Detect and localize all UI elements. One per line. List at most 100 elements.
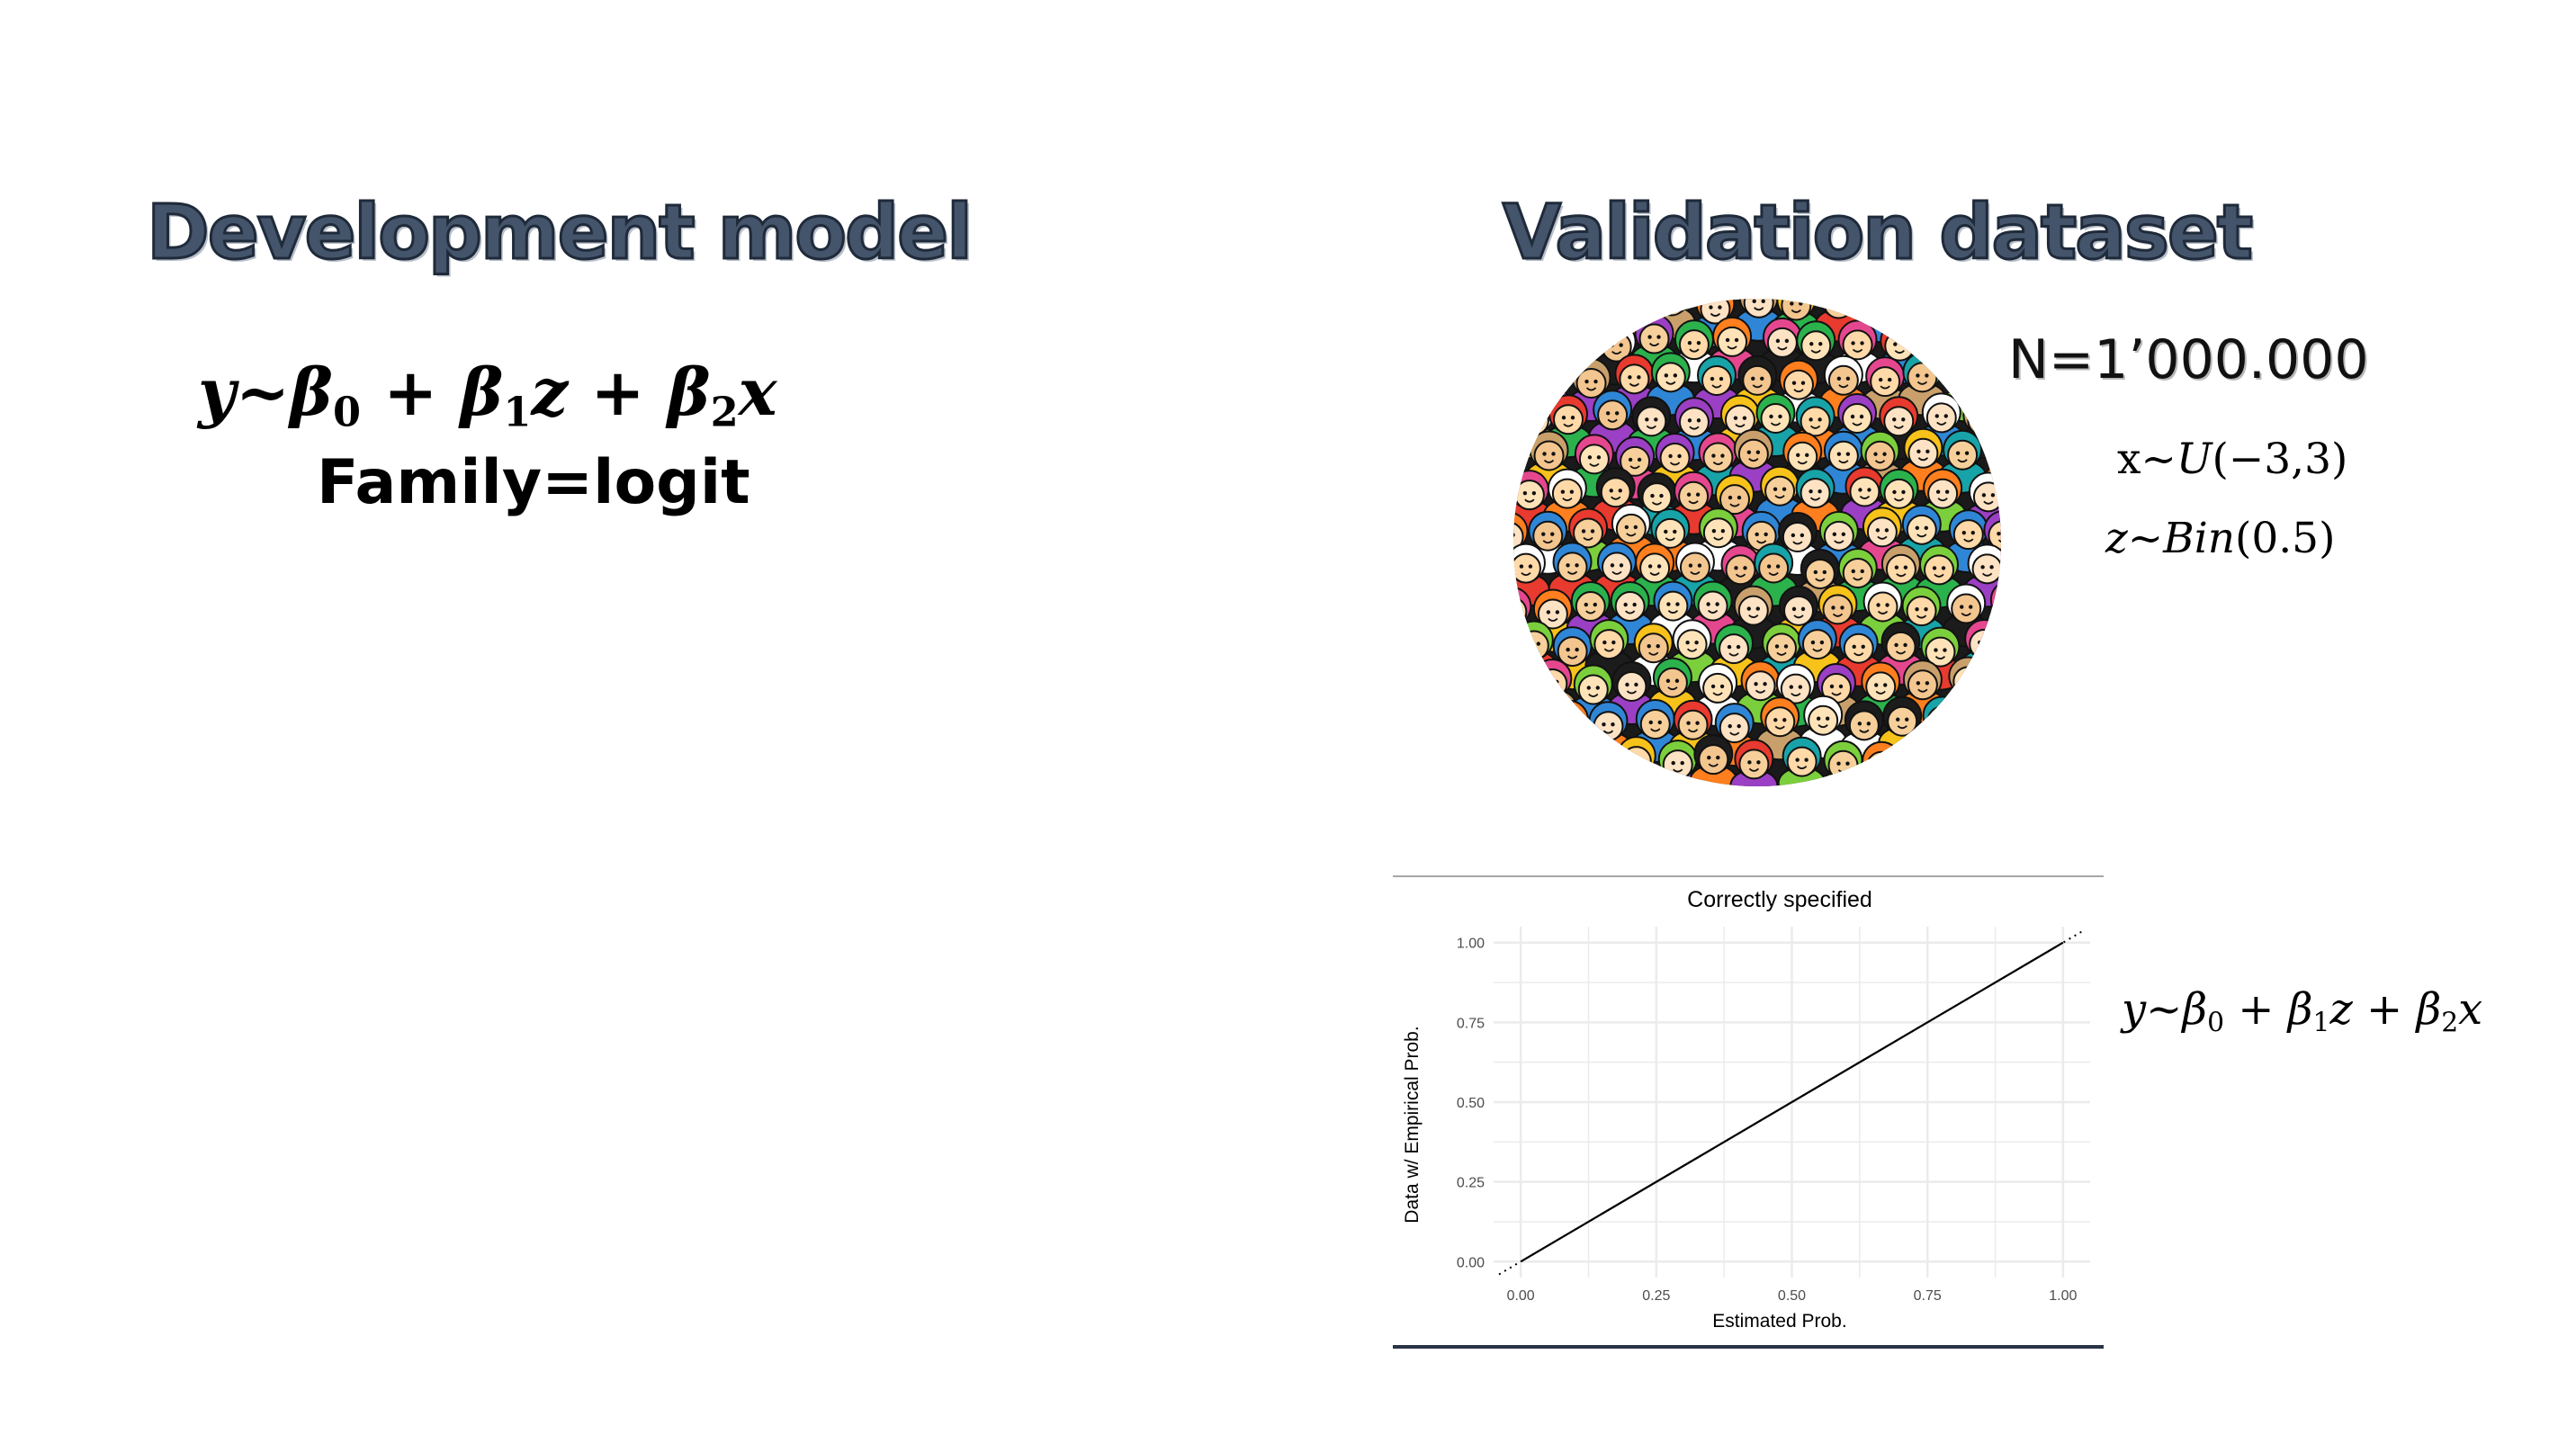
crowd-eye	[1845, 376, 1851, 381]
crowd-hair	[1988, 359, 2001, 397]
crowd-face	[1926, 705, 1958, 737]
crowd-eye	[1887, 300, 1892, 305]
crowd-eye	[1550, 532, 1555, 536]
crowd-eye	[1902, 342, 1907, 346]
crowd-eye	[1832, 532, 1837, 537]
crowd-eye	[1656, 335, 1661, 339]
crowd-eye	[1934, 648, 1938, 652]
crowd-face	[1823, 299, 1854, 319]
crowd-eye	[1784, 338, 1790, 344]
crowd-eye	[1887, 377, 1892, 382]
crowd-eye	[1654, 417, 1658, 422]
crowd-smile	[1546, 761, 1557, 766]
crowd-face	[1513, 445, 1521, 473]
crowd-face	[1717, 326, 1748, 357]
crowd-face	[1719, 484, 1750, 516]
crowd-eye	[1809, 342, 1814, 346]
crowd-eye	[1986, 640, 1991, 645]
crowd-smile	[1545, 305, 1556, 309]
crowd-eye	[1535, 338, 1539, 344]
crowd-face	[1657, 590, 1689, 622]
crowd-eye	[1818, 342, 1823, 346]
crowd-face	[1869, 299, 1900, 320]
crowd-eye	[1728, 723, 1732, 729]
crowd-face	[1737, 595, 1769, 626]
crowd-eye	[1995, 755, 1999, 760]
crowd-eye	[1566, 563, 1570, 568]
crowd-body	[1568, 763, 1618, 786]
crowd-face	[1513, 713, 1543, 744]
crowd-smile	[1513, 769, 1516, 773]
crowd-hair	[1548, 699, 1589, 740]
crowd-smile	[1629, 465, 1640, 470]
crowd-eye	[1774, 644, 1780, 649]
crowd-eye	[1624, 525, 1629, 530]
crowd-hair	[1513, 662, 1532, 703]
crowd-eye	[1562, 721, 1567, 725]
crowd-eye	[1586, 686, 1591, 690]
crowd-face	[1702, 517, 1734, 549]
crowd-smile	[1809, 497, 1821, 501]
crowd-face	[1518, 405, 1549, 436]
crowd-face	[1737, 438, 1769, 470]
crowd-face	[1925, 402, 1957, 434]
crowd-smile	[1728, 652, 1739, 657]
crowd-face	[1513, 522, 1524, 552]
crowd-smile	[1792, 541, 1803, 545]
crowd-eye	[1840, 605, 1844, 610]
crowd-eye	[1614, 411, 1620, 416]
crowd-smile	[1712, 692, 1723, 696]
crowd-eye	[1943, 648, 1947, 652]
crowd-eye	[1696, 340, 1701, 345]
crowd-smile	[1838, 384, 1849, 389]
crowd-eye	[1560, 489, 1566, 494]
crowd-face	[1655, 362, 1686, 393]
crowd-eye	[1530, 723, 1535, 729]
crowd-smile	[1629, 382, 1640, 387]
crowd-face	[1557, 636, 1588, 668]
crowd-eye	[1716, 755, 1720, 760]
crowd-smile	[1713, 536, 1724, 541]
crowd-hair	[1531, 732, 1572, 773]
crowd-eye	[1873, 452, 1878, 456]
crowd-eye	[1901, 489, 1906, 495]
crowd-eye	[1773, 718, 1778, 722]
crowd-eye	[1673, 529, 1677, 534]
crowd-eye	[1546, 679, 1550, 685]
crowd-face	[1909, 299, 1941, 322]
crowd-smile	[1834, 540, 1844, 544]
crowd-eye	[1587, 455, 1593, 460]
x-distribution: x~U(−3,3)	[2117, 435, 2348, 484]
crowd-face	[1536, 742, 1567, 774]
crowd-smile	[1838, 460, 1849, 464]
crowd-smile	[1809, 425, 1821, 429]
crowd-smile	[1852, 422, 1862, 426]
crowd-smile	[1707, 609, 1719, 614]
crowd-face	[1848, 710, 1880, 741]
crowd-smile	[1812, 648, 1823, 652]
crowd-eye	[1916, 681, 1921, 686]
crowd-eye	[1513, 533, 1515, 537]
crowd-face	[1701, 365, 1733, 397]
crowd-eye	[1969, 605, 1973, 609]
crowd-face	[1906, 514, 1937, 545]
crowd-eye	[1650, 493, 1655, 498]
crowd-smile	[1963, 538, 1974, 543]
x-tick-label: 0.00	[1507, 1288, 1535, 1304]
crowd-smile	[1874, 460, 1886, 464]
crowd-smile	[1513, 692, 1517, 695]
crowd-smile	[1669, 462, 1681, 466]
crowd-eye	[1852, 644, 1856, 649]
crowd-smile	[1673, 768, 1683, 773]
crowd-eye	[1789, 685, 1794, 689]
crowd-eye	[1584, 602, 1588, 607]
crowd-eye	[1586, 754, 1592, 759]
crowd-smile	[1752, 384, 1763, 389]
crowd-hair	[1553, 314, 1593, 354]
crowd-eye	[1522, 490, 1528, 496]
crowd-smile	[1729, 731, 1740, 736]
crowd-eye	[1711, 529, 1717, 534]
crowd-smile	[1916, 614, 1927, 619]
crowd-eye	[1665, 299, 1669, 301]
crowd-eye	[1718, 305, 1722, 309]
